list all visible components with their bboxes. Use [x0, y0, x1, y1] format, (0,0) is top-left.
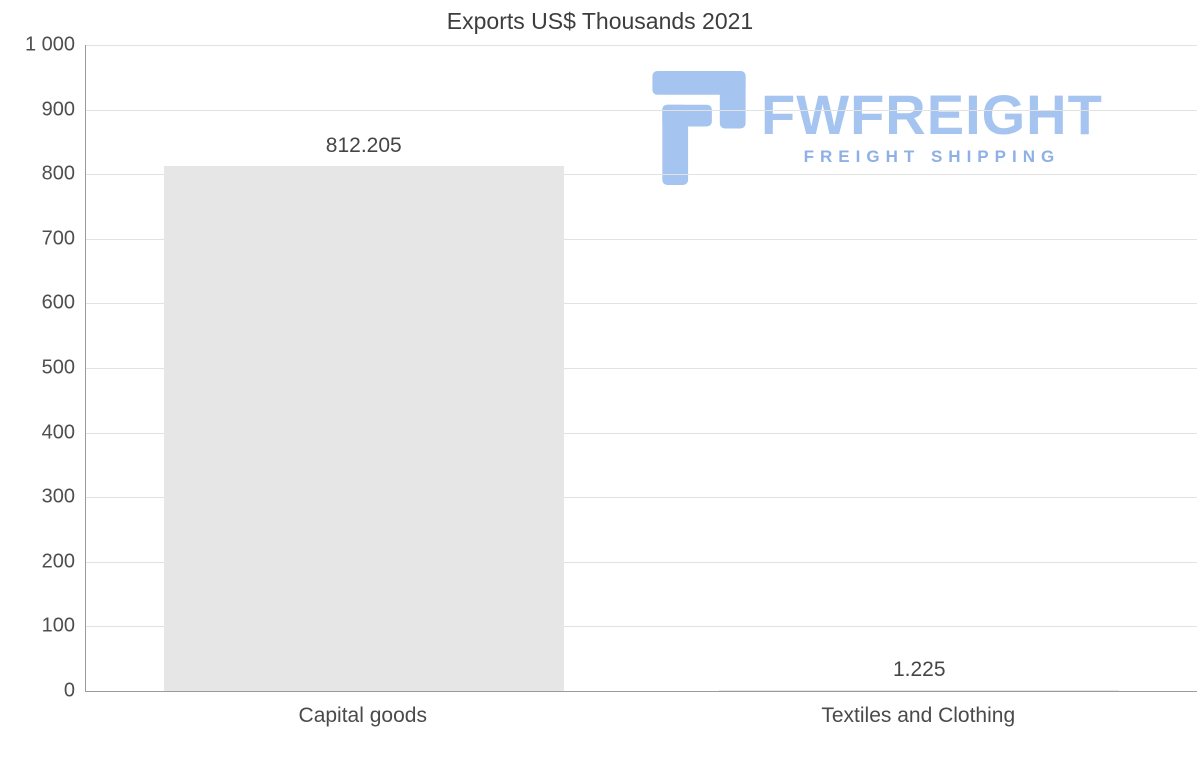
gridline — [86, 109, 1197, 111]
fwfreight-logo: FWFREIGHT FREIGHT SHIPPING — [648, 71, 1103, 185]
bar-value-label: 812.205 — [325, 134, 402, 158]
bar-value-label: 1.225 — [892, 658, 946, 682]
bar-textiles-and-clothing — [719, 690, 1120, 691]
y-tick-label: 700 — [41, 227, 75, 250]
y-tick-label: 0 — [63, 679, 75, 702]
logo-wordmark: FWFREIGHT — [761, 83, 1103, 146]
y-axis-labels: 0 100 200 300 400 500 600 700 800 900 1 000 — [0, 34, 75, 702]
gridline — [86, 626, 1197, 628]
y-tick-label: 200 — [41, 550, 75, 573]
y-tick-label: 800 — [41, 162, 75, 185]
y-tick-label: 300 — [41, 485, 75, 508]
logo-text: FWFREIGHT FREIGHT SHIPPING — [761, 87, 1103, 167]
bar-capital-goods — [163, 166, 564, 691]
y-tick-label: 600 — [41, 291, 75, 314]
y-tick-label: 500 — [41, 356, 75, 379]
chart-title: Exports US$ Thousands 2021 — [446, 8, 754, 34]
y-tick-label: 900 — [41, 98, 75, 121]
y-tick-label: 100 — [41, 614, 75, 637]
gridline — [86, 45, 1197, 46]
x-axis-labels: Capital goods Textiles and Clothing — [85, 704, 1197, 736]
gridline — [86, 497, 1197, 499]
plot-area: FWFREIGHT FREIGHT SHIPPING 812.205 1.225 — [85, 45, 1197, 692]
gridline — [86, 174, 1197, 176]
gridline — [86, 432, 1197, 434]
x-category-label: Textiles and Clothing — [821, 704, 1016, 727]
gridline — [86, 303, 1197, 305]
gridline — [86, 238, 1197, 240]
logo-tagline: FREIGHT SHIPPING — [803, 147, 1061, 166]
gridline — [86, 561, 1197, 563]
fwfreight-logo-icon — [652, 71, 746, 185]
y-tick-label: 400 — [41, 421, 75, 444]
gridline — [86, 368, 1197, 369]
x-category-label: Capital goods — [298, 704, 427, 727]
y-tick-label: 1 000 — [24, 33, 75, 56]
